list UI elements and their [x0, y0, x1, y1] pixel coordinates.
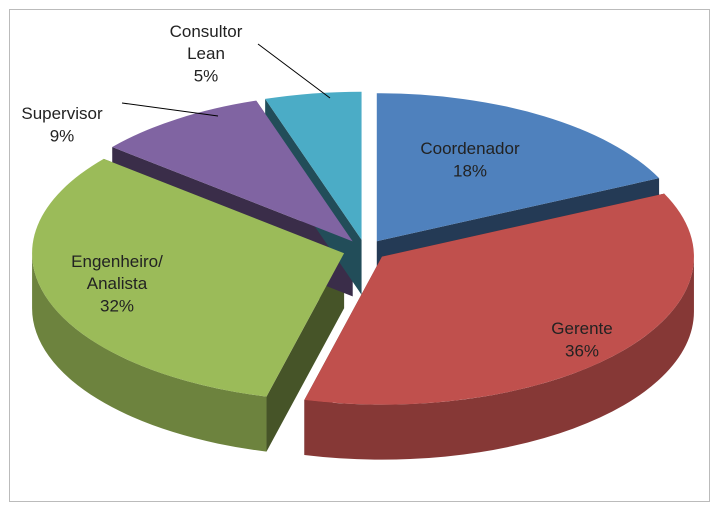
- slice: [304, 193, 694, 405]
- slice-label: Coordenador: [420, 139, 520, 158]
- slice: [112, 100, 353, 242]
- slice-value-label: 36%: [565, 341, 599, 360]
- slice-value-label: 5%: [194, 66, 219, 85]
- leader-line: [121, 102, 219, 117]
- slice: [32, 158, 345, 397]
- slice: [376, 93, 660, 242]
- slice-value-label: 32%: [100, 296, 134, 315]
- slice-value-label: 9%: [50, 126, 75, 145]
- slice-label: Consultor Lean: [170, 22, 243, 63]
- slice-outer-wall: [304, 256, 694, 460]
- slice-outer-wall: [32, 253, 267, 452]
- slice: [265, 91, 362, 240]
- slice-label: Gerente: [551, 319, 612, 338]
- slice-label: Supervisor: [21, 104, 103, 123]
- slice-cut-wall: [266, 253, 345, 452]
- leader-line: [257, 43, 331, 99]
- slice-value-label: 18%: [453, 161, 487, 180]
- slice-label: Engenheiro/Analista: [71, 252, 163, 293]
